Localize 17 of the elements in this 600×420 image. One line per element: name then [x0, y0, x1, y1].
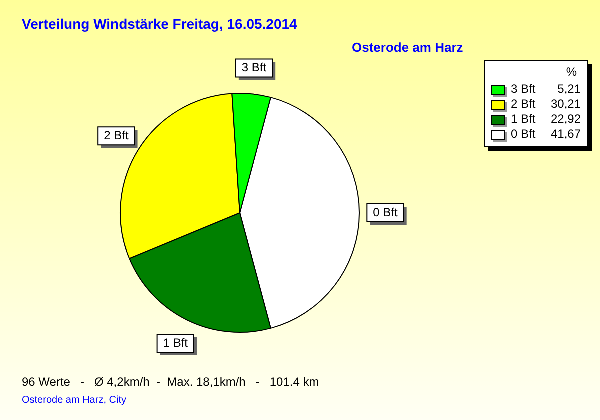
data-label: 22,92: [550, 112, 581, 127]
chart-title: Verteilung Windstärke Freitag, 16.05.2014: [22, 16, 298, 32]
slice-label: 3 Bft: [242, 60, 268, 75]
legend-label: 3 Bft: [511, 82, 536, 97]
slice-label: 2 Bft: [104, 128, 130, 142]
data-label: 41,67: [550, 127, 581, 142]
legend-label: 1 Bft: [511, 112, 536, 127]
slice-label: 0 Bft: [373, 205, 398, 220]
legend-label: 2 Bft: [511, 97, 536, 112]
legend-title: %: [565, 65, 578, 79]
slice-label: 1 Bft: [163, 336, 189, 350]
data-label: 5,21: [556, 82, 581, 97]
text: Osterode am Harz, City: [22, 395, 126, 406]
data-label: 30,21: [550, 97, 581, 112]
legend-label: 0 Bft: [511, 127, 536, 142]
text: 96 Werte - Ø 4,2km/h - Max. 18,1km/h - 101.4 km: [22, 375, 320, 389]
chart-subtitle: Osterode am Harz: [352, 40, 464, 55]
